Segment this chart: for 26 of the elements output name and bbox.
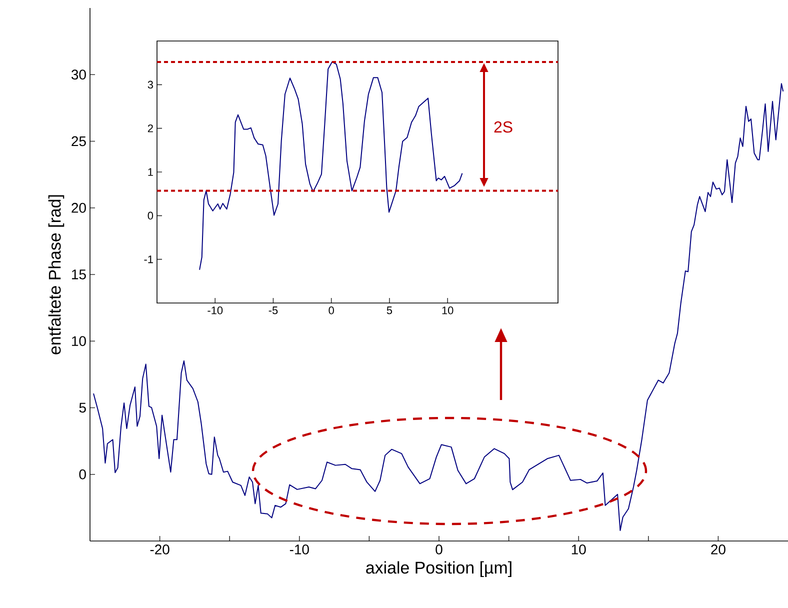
x-tick-label: -10 — [290, 544, 309, 554]
x-tick-label: 0 — [436, 544, 442, 554]
y-tick-label: -1 — [144, 256, 153, 264]
y-axis-title: entfaltete Phase [rad] — [48, 195, 64, 354]
y-tick-label: 5 — [79, 402, 86, 413]
y-tick-label: 25 — [72, 136, 86, 146]
x-tick-label: 10 — [442, 306, 454, 314]
x-axis-title: axiale Position [µm] — [366, 561, 512, 578]
y-tick-label: 0 — [79, 469, 86, 480]
x-tick-label: 20 — [711, 544, 726, 554]
x-tick-label: -10 — [208, 306, 223, 314]
y-tick-label: 0 — [148, 212, 154, 220]
y-tick-label: 30 — [72, 70, 86, 80]
y-tick-label: 2 — [148, 124, 153, 132]
x-tick-label: -5 — [268, 306, 278, 314]
x-tick-label: 0 — [328, 306, 334, 314]
y-tick-label: 20 — [72, 202, 86, 213]
annotation: 2S — [494, 121, 512, 133]
y-tick-label: 1 — [148, 168, 153, 176]
x-tick-label: 10 — [572, 544, 586, 554]
y-tick-label: 15 — [72, 270, 86, 280]
x-tick-label: -20 — [150, 544, 170, 554]
y-tick-label: 10 — [72, 336, 86, 346]
line-series — [199, 61, 463, 270]
x-tick-label: 5 — [386, 306, 392, 314]
y-tick-label: 3 — [148, 80, 153, 89]
